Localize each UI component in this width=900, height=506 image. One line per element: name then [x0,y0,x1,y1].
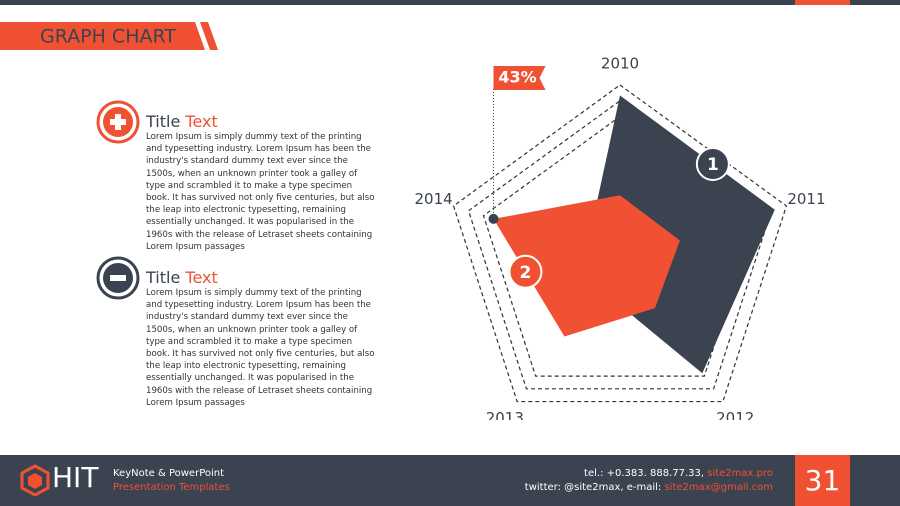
footer-line: Presentation Templates [113,482,230,493]
logo-text: HIT [52,461,99,494]
footer-line: KeyNote & PowerPoint [113,468,225,479]
contact: tel.: +0.383. 888.77.33, site2max.pro [584,468,773,479]
item-body: Lorem Ipsum is simply dummy text of the … [146,288,375,408]
category-label: 2014 [414,190,452,208]
annotation-point [488,213,499,224]
category-label: 2013 [486,409,524,420]
category-label: 2011 [787,190,825,208]
title: Title [146,268,181,287]
item-title: Title Text [146,268,376,287]
header-title: GRAPH CHART [40,26,176,48]
category-label: 2012 [716,409,754,420]
radar-chart: 2010 2011 2012 2013 2014 1 2 43% [414,55,825,421]
title-accent: Text [185,268,218,287]
title-accent: Text [185,112,218,131]
site: site2max.pro [707,468,773,479]
footer [0,455,900,506]
contact: twitter: @site2max, e-mail: site2max@gma… [525,482,773,493]
header-banner: GRAPH CHART [0,22,218,50]
title: Title [146,112,181,131]
top-accent [795,0,850,5]
series-name: 1 [707,155,719,175]
annotation: 43% [498,68,536,87]
series-name: 2 [520,263,532,283]
grid-ring [452,84,788,403]
series-badge [695,147,730,182]
plus-icon [96,100,140,144]
item-body: Lorem Ipsum is simply dummy text of the … [146,132,375,252]
category-label: 2010 [601,55,639,73]
annotation-flag [493,66,546,90]
twitter: twitter: @site2max, e-mail: [524,482,662,493]
item: Title Text Lorem Ipsum is simply dummy t… [146,112,376,253]
minus-icon [96,256,140,300]
series-area [493,195,680,337]
logo-icon [20,464,50,496]
item-title: Title Text [146,112,376,131]
top-bar [0,0,900,5]
item: Title Text Lorem Ipsum is simply dummy t… [146,268,376,409]
series-badge [508,254,543,289]
tel: tel.: +0.383. 888.77.33, [584,468,705,479]
page-number: 31 [795,455,850,506]
email: site2max@gmail.com [664,482,773,493]
